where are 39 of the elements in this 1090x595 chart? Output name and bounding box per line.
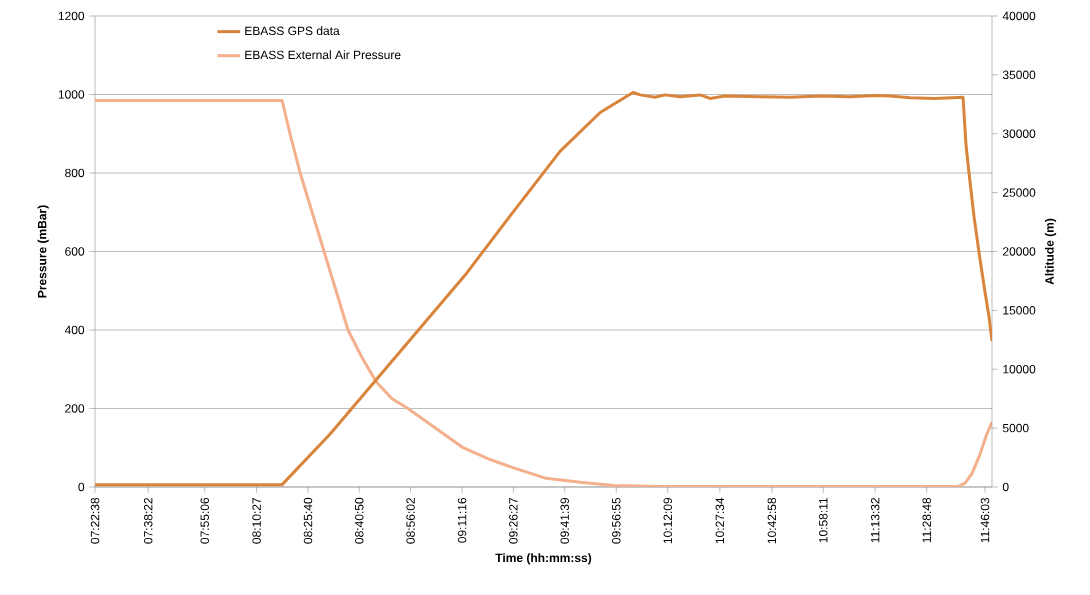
y-tick-label: 0 <box>78 482 85 492</box>
x-tick-label: 11:13:32 <box>870 498 880 543</box>
x-tick-label: 10:42:58 <box>767 497 777 544</box>
y-tick-label: 600 <box>65 247 85 256</box>
x-tick-label: 08:40:50 <box>355 497 364 544</box>
y-tick-label: 800 <box>65 168 85 178</box>
y2-tick-label: 15000 <box>1003 306 1036 315</box>
y2-tick-label: 35000 <box>1002 70 1036 80</box>
y-axis-title: Pressure (mBar) <box>37 205 49 298</box>
y-tick-label: 200 <box>65 404 85 413</box>
x-tick-label: 07:55:06 <box>200 497 209 544</box>
y2-tick-label: 5000 <box>1002 423 1029 433</box>
x-tick-label: 09:11:16 <box>457 497 467 543</box>
y2-tick-label: 0 <box>1002 482 1009 492</box>
x-tick-label: 08:56:02 <box>406 498 415 544</box>
x-tick-label: 11:46:03 <box>980 497 990 543</box>
x-tick-label: 09:56:55 <box>612 497 621 544</box>
x-tick-label: 09:26:27 <box>509 498 518 544</box>
y2-tick-label: 10000 <box>1003 364 1036 374</box>
x-tick-label: 10:12:09 <box>663 497 673 544</box>
y2-axis-title: Altitude (m) <box>1044 218 1057 285</box>
y-tick-label: 1200 <box>58 11 85 21</box>
x-tick-label: 08:25:40 <box>303 497 313 544</box>
y2-tick-label: 30000 <box>1002 129 1036 138</box>
x-tick-label: 11:28:48 <box>922 497 931 543</box>
y-tick-label: 400 <box>64 325 85 335</box>
x-tick-label: 09:41:39 <box>560 497 569 544</box>
x-tick-label: 08:10:27 <box>252 498 261 544</box>
x-tick-label: 07:38:22 <box>143 498 153 544</box>
x-tick-label: 07:22:38 <box>90 497 100 544</box>
x-axis-title: Time (hh:mm:ss) <box>495 553 592 565</box>
y2-tick-label: 40000 <box>1002 11 1036 21</box>
x-tick-label: 10:58:11 <box>819 497 828 543</box>
legend-label: EBASS GPS data <box>245 26 340 36</box>
y2-tick-label: 25000 <box>1003 188 1036 197</box>
x-tick-label: 10:27:34 <box>715 497 725 544</box>
y-tick-label: 1000 <box>58 90 85 99</box>
y2-tick-label: 20000 <box>1003 247 1036 256</box>
legend-label: EBASS External Air Pressure <box>245 50 401 60</box>
